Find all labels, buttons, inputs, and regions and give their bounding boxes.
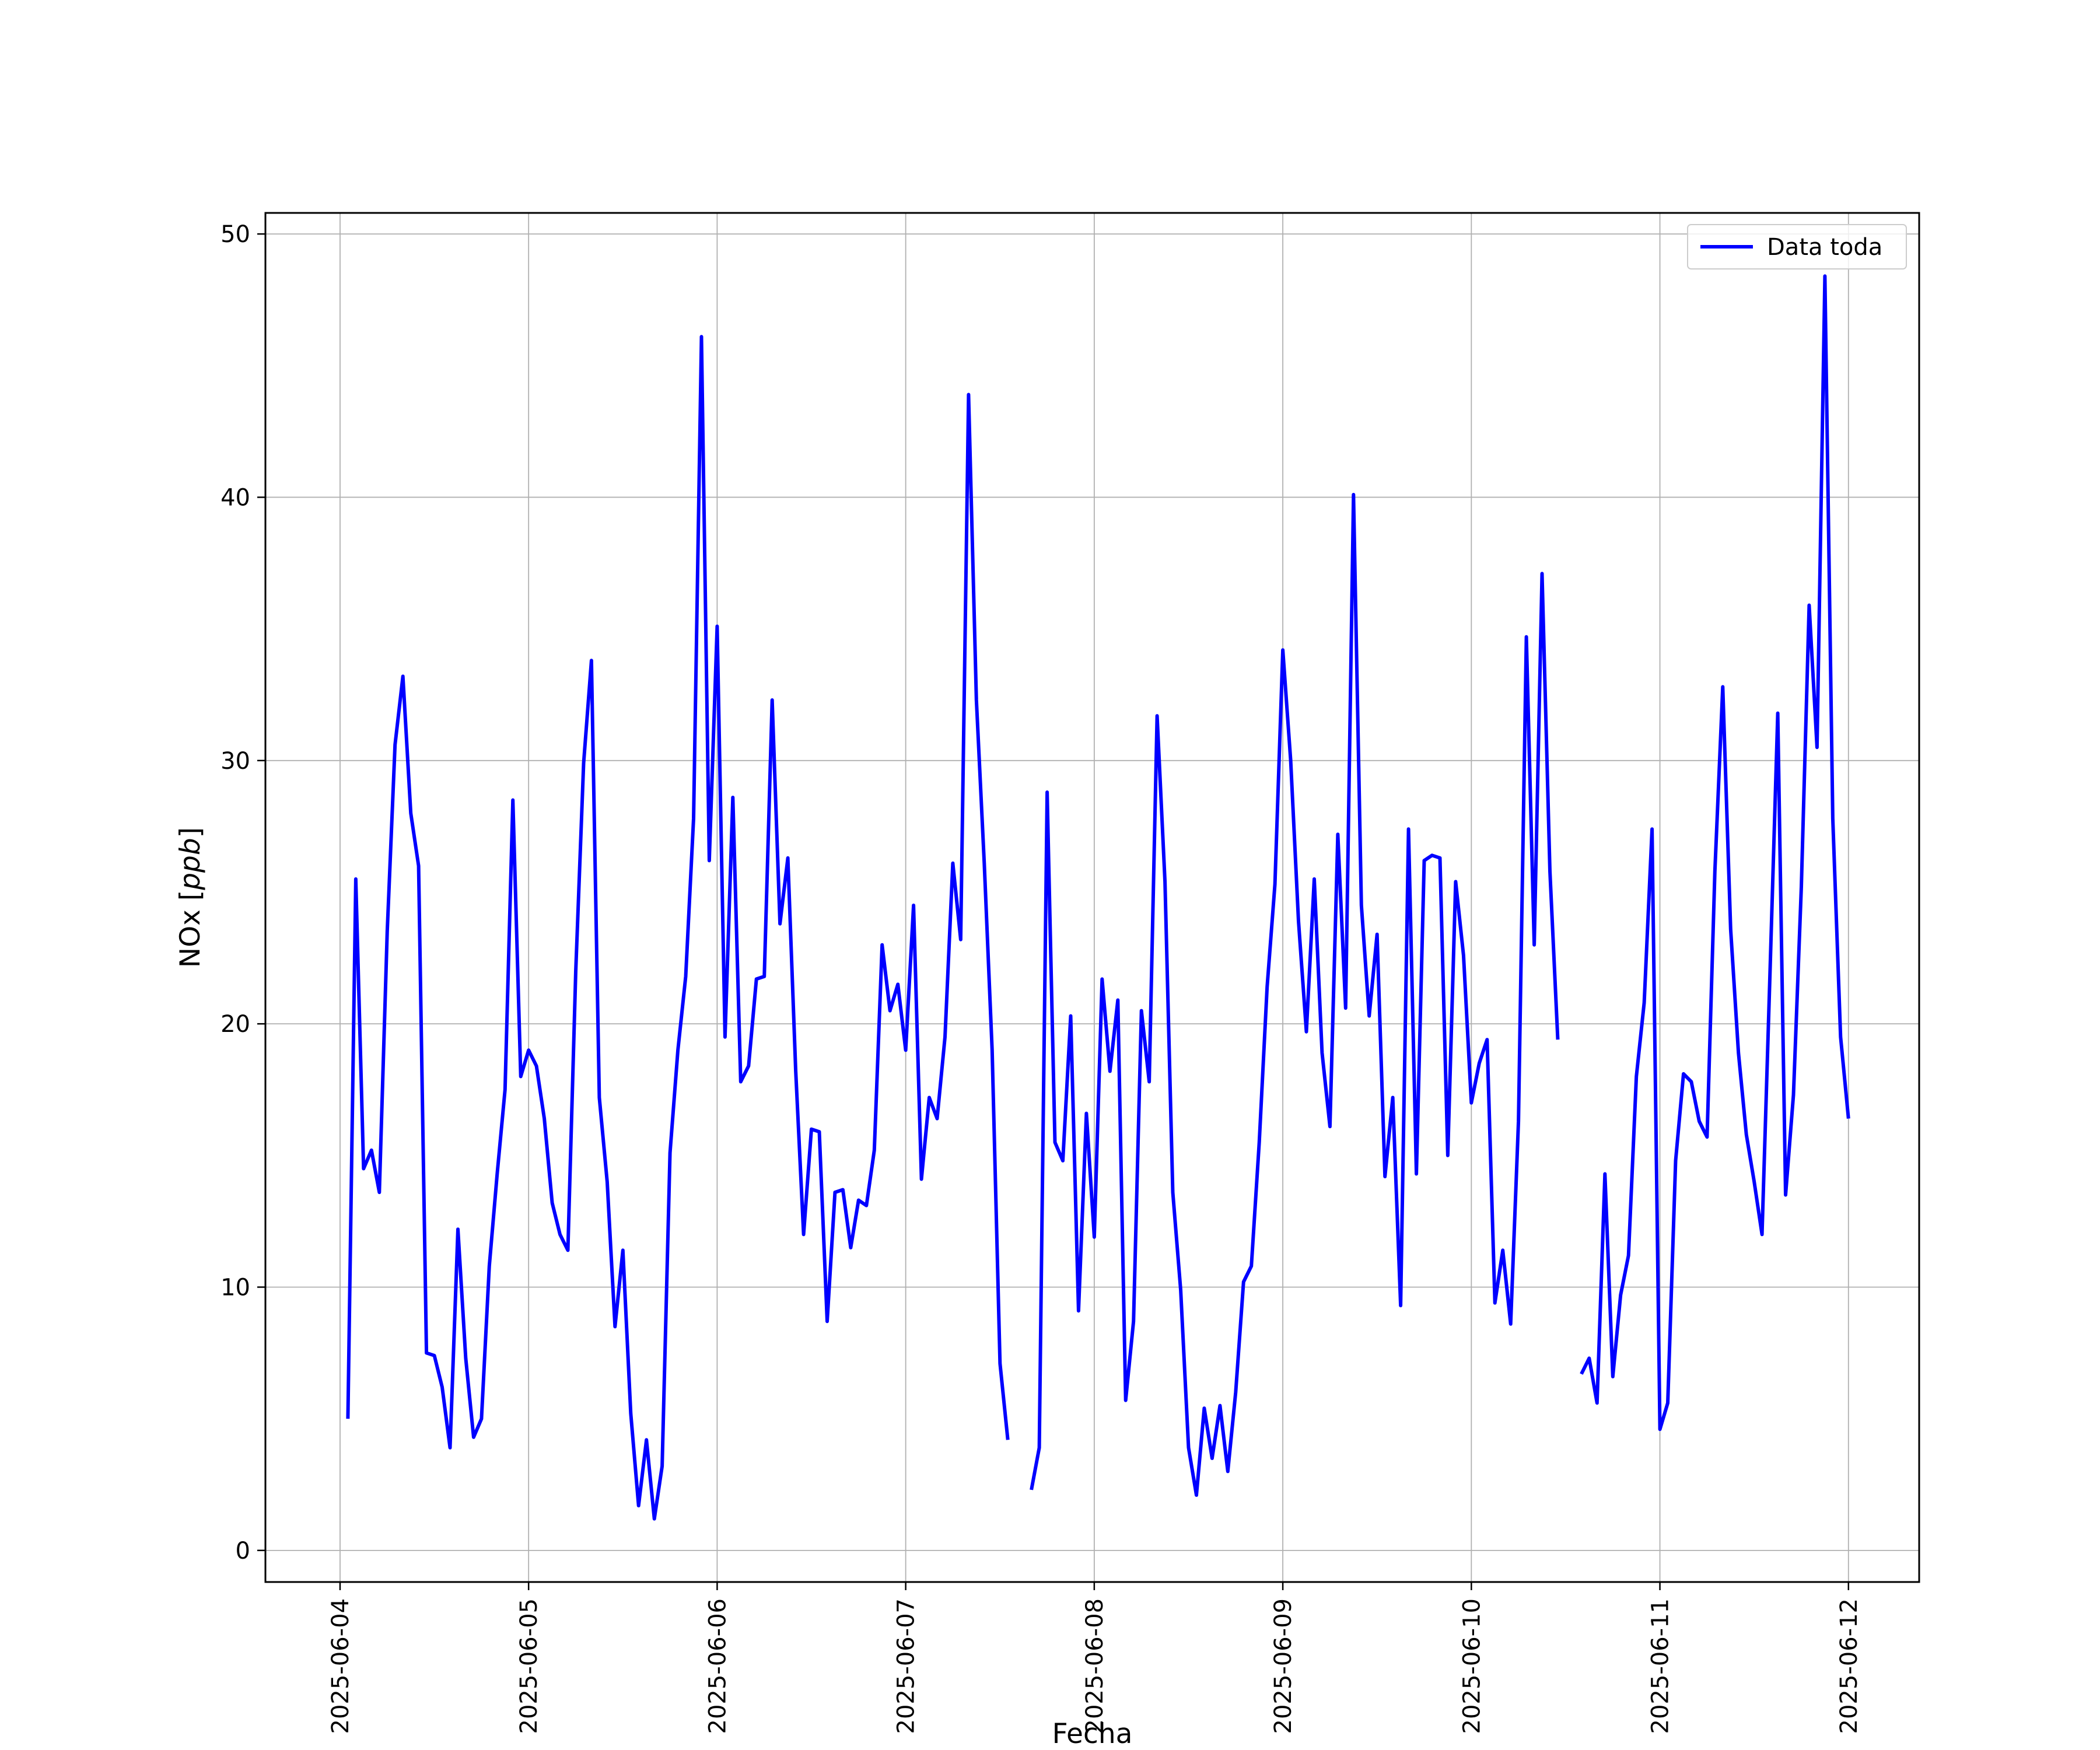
y-tick-label: 20 bbox=[220, 1011, 250, 1038]
x-tick-label: 2025-06-10 bbox=[1458, 1598, 1485, 1734]
y-tick-labels: 0 10 20 30 40 50 bbox=[220, 221, 250, 1564]
y-axis-label: NOx [ppb] bbox=[174, 827, 206, 968]
x-tick-labels: 2025-06-04 2025-06-05 2025-06-06 2025-06-07… bbox=[327, 1598, 1863, 1734]
y-tick-label: 0 bbox=[236, 1538, 250, 1564]
y-tick-label: 30 bbox=[220, 748, 250, 775]
legend-label: Data toda bbox=[1767, 234, 1882, 261]
y-axis-label-bracket-close: ] bbox=[174, 827, 206, 838]
x-tick-label: 2025-06-06 bbox=[704, 1598, 731, 1734]
y-tick-label: 50 bbox=[220, 221, 250, 248]
y-tick-label: 40 bbox=[220, 484, 250, 511]
x-tick-label: 2025-06-09 bbox=[1270, 1598, 1297, 1734]
series-line-segment bbox=[346, 335, 1010, 1521]
y-axis-label-bracket-open: [ bbox=[174, 890, 206, 901]
x-tick-label: 2025-06-07 bbox=[893, 1598, 920, 1734]
x-axis-label: Fecha bbox=[1052, 1718, 1133, 1750]
legend: Data toda bbox=[1687, 224, 1907, 270]
plot-frame bbox=[264, 212, 1920, 1583]
x-tick-label: 2025-06-11 bbox=[1647, 1598, 1674, 1734]
x-tick-label: 2025-06-08 bbox=[1082, 1598, 1108, 1734]
series-group bbox=[346, 274, 1850, 1521]
x-tick-label: 2025-06-12 bbox=[1836, 1598, 1863, 1734]
series-line-segment bbox=[1030, 492, 1560, 1497]
y-tick-label: 10 bbox=[220, 1274, 250, 1301]
axis-ticks bbox=[257, 233, 1850, 1590]
y-axis-label-prefix: NOx bbox=[174, 901, 206, 968]
grid-lines bbox=[265, 213, 1919, 1582]
series-line-segment bbox=[1580, 274, 1850, 1432]
y-axis-label-unit: ppb bbox=[174, 838, 206, 891]
x-tick-label: 2025-06-05 bbox=[516, 1598, 542, 1734]
legend-box bbox=[1687, 224, 1907, 270]
x-tick-label: 2025-06-04 bbox=[327, 1598, 354, 1734]
